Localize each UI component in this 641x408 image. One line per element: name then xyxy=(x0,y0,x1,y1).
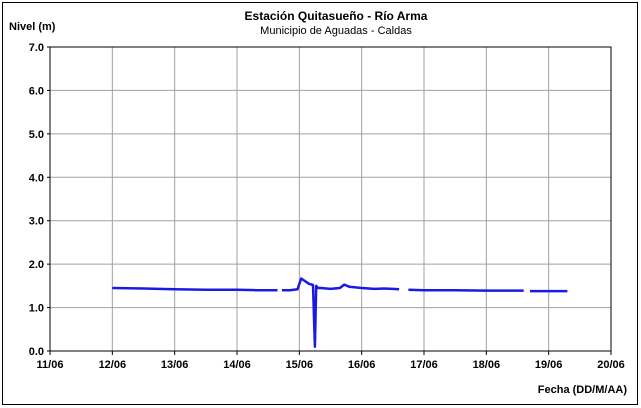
x-tick-label: 17/06 xyxy=(410,359,438,371)
y-tick-label: 0.0 xyxy=(29,346,44,358)
x-tick-label: 16/06 xyxy=(348,359,376,371)
series-line-segment xyxy=(281,277,400,348)
chart-subtitle: Municipio de Aguadas - Caldas xyxy=(260,25,412,37)
x-tick-label: 20/06 xyxy=(597,359,625,371)
x-tick-label: 18/06 xyxy=(473,359,501,371)
plot-area xyxy=(49,46,612,352)
x-tick-label: 14/06 xyxy=(223,359,251,371)
chart-svg: Estación Quitasueño - Río Arma Municipio… xyxy=(9,9,628,396)
x-tick-label: 15/06 xyxy=(286,359,314,371)
x-axis-label: Fecha (DD/M/AA) xyxy=(538,384,628,396)
x-tick-label: 13/06 xyxy=(161,359,189,371)
series-nivel xyxy=(112,277,568,348)
y-tick-label: 3.0 xyxy=(29,216,44,228)
y-tick-label: 2.0 xyxy=(29,259,44,271)
series-line-segment xyxy=(408,288,524,292)
y-tick-label: 5.0 xyxy=(29,129,44,141)
x-tick-label: 11/06 xyxy=(37,359,64,371)
x-tick-label: 12/06 xyxy=(99,359,127,371)
y-tick-label: 6.0 xyxy=(29,85,44,97)
x-axis-ticks: 11/06 12/06 13/06 14/06 15/06 16/06 17/06 18/06… xyxy=(37,351,625,371)
grid-lines xyxy=(50,47,611,351)
y-tick-label: 1.0 xyxy=(29,303,44,315)
chart-title: Estación Quitasueño - Río Arma xyxy=(245,9,428,23)
y-tick-label: 7.0 xyxy=(29,42,44,54)
series-line-segment xyxy=(112,286,278,292)
y-tick-label: 4.0 xyxy=(29,172,44,184)
y-axis-ticks: 0.0 1.0 2.0 3.0 4.0 5.0 6.0 7.0 xyxy=(29,42,50,358)
y-axis-label: Nivel (m) xyxy=(9,21,56,33)
x-tick-label: 19/06 xyxy=(535,359,563,371)
